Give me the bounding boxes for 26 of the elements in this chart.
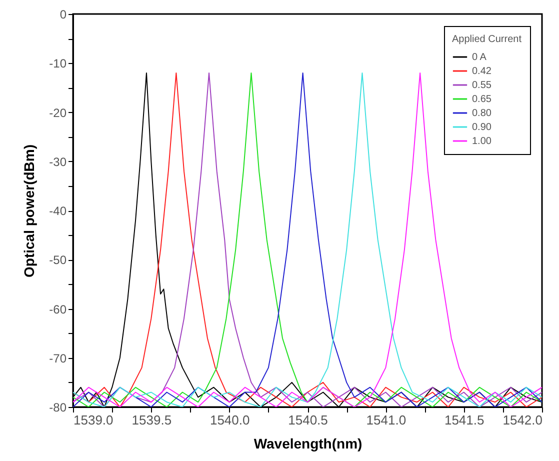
y-tick-label: -80 bbox=[49, 400, 67, 414]
x-tick-label: 1541.5 bbox=[444, 412, 484, 428]
x-tick-label: 1539.0 bbox=[74, 412, 114, 428]
legend-label: 0.80 bbox=[472, 108, 492, 119]
legend-label: 1.00 bbox=[472, 136, 492, 147]
x-tick-label: 1540.5 bbox=[288, 412, 328, 428]
x-tick-label: 1540.0 bbox=[210, 412, 250, 428]
y-tick-label: -10 bbox=[49, 56, 67, 71]
legend-label: 0 A bbox=[472, 52, 487, 63]
legend-label: 0.42 bbox=[472, 66, 492, 77]
x-tick-label: 1542.0 bbox=[502, 412, 542, 428]
y-tick-label: 0 bbox=[60, 8, 67, 22]
legend-label: 0.55 bbox=[472, 80, 492, 91]
y-tick-label: -50 bbox=[49, 253, 67, 268]
x-axis-title: Wavelength(nm) bbox=[254, 436, 362, 452]
y-tick-label: -60 bbox=[49, 302, 67, 316]
legend-title: Applied Current bbox=[452, 34, 522, 45]
y-tick-label: -40 bbox=[49, 204, 67, 218]
y-tick-label: -70 bbox=[49, 351, 67, 366]
legend-label: 0.90 bbox=[472, 122, 492, 133]
y-axis-title: Optical power(dBm) bbox=[21, 144, 38, 278]
x-tick-label: 1539.5 bbox=[132, 412, 172, 428]
y-tick-label: -20 bbox=[49, 106, 67, 120]
y-tick-label: -30 bbox=[49, 154, 67, 169]
legend-label: 0.65 bbox=[472, 94, 492, 105]
x-tick-label: 1541.0 bbox=[366, 412, 406, 428]
